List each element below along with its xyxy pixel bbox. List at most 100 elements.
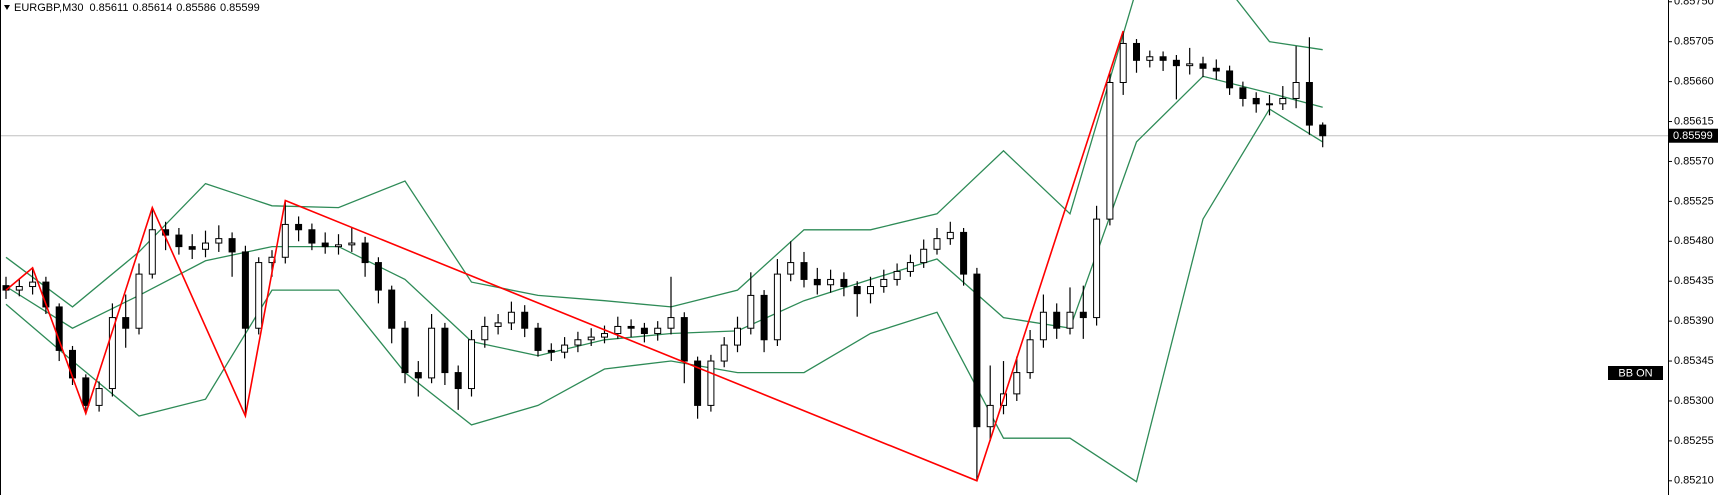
y-tick-label: 0.85705 bbox=[1674, 36, 1714, 48]
candle-body bbox=[1146, 56, 1154, 61]
candle-body bbox=[800, 262, 808, 280]
candle-body bbox=[853, 286, 861, 295]
candle-body bbox=[321, 242, 329, 248]
candle-body bbox=[15, 286, 23, 291]
candle-body bbox=[241, 251, 249, 329]
candle-body bbox=[1053, 311, 1061, 329]
candle-body bbox=[986, 404, 994, 428]
candle-body bbox=[468, 339, 475, 390]
candle-body bbox=[1119, 42, 1127, 83]
candle-body bbox=[441, 327, 449, 374]
candle-body bbox=[920, 248, 928, 264]
candle-body bbox=[547, 349, 555, 353]
candle-body bbox=[667, 317, 675, 329]
candle-body bbox=[840, 278, 848, 288]
y-tick-label: 0.85210 bbox=[1674, 475, 1714, 487]
candle-body bbox=[401, 327, 409, 374]
candle-body bbox=[1319, 124, 1327, 137]
indicator-badge bbox=[1608, 366, 1663, 380]
candle-body bbox=[1279, 97, 1287, 105]
close-value: 0.85599 bbox=[220, 2, 260, 14]
candle-body bbox=[481, 325, 489, 341]
candle-body bbox=[654, 327, 662, 335]
plot-area bbox=[0, 0, 1668, 483]
last-price-label: 0.85599 bbox=[1673, 130, 1713, 142]
candle-body bbox=[335, 244, 342, 248]
candle-body bbox=[946, 231, 954, 240]
y-tick-label: 0.85435 bbox=[1674, 275, 1714, 287]
candle-body bbox=[1066, 311, 1074, 329]
menu-triangle[interactable] bbox=[4, 5, 10, 10]
candle-body bbox=[1133, 42, 1140, 61]
candle-body bbox=[521, 311, 529, 329]
candle-body bbox=[1199, 63, 1207, 69]
candle-body bbox=[69, 349, 76, 379]
candle-body bbox=[308, 229, 316, 244]
candle-body bbox=[108, 317, 116, 390]
y-tick-label: 0.85345 bbox=[1674, 355, 1714, 367]
candle-body bbox=[614, 325, 622, 335]
candle-body bbox=[1159, 56, 1167, 61]
zigzag bbox=[5, 30, 1124, 482]
candle-body bbox=[454, 372, 462, 390]
candle-body bbox=[122, 317, 130, 329]
candle-body bbox=[973, 273, 981, 428]
candle-body bbox=[1079, 311, 1087, 319]
candle-body bbox=[188, 246, 196, 250]
candle-body bbox=[414, 372, 422, 379]
candle-body bbox=[813, 278, 821, 286]
candle-body bbox=[1252, 97, 1260, 105]
candle-body bbox=[255, 262, 263, 329]
candle-body bbox=[428, 327, 436, 379]
candle-body bbox=[295, 223, 303, 231]
y-tick-label: 0.85660 bbox=[1674, 76, 1714, 88]
candle-body bbox=[29, 281, 37, 288]
y-tick-label: 0.85750 bbox=[1674, 0, 1714, 8]
candle-body bbox=[1172, 59, 1180, 67]
candle-body bbox=[175, 234, 183, 248]
symbol: EURGBP,M30 bbox=[14, 2, 84, 14]
candle-body bbox=[148, 229, 156, 275]
candle-body bbox=[1186, 63, 1194, 67]
candle-body bbox=[507, 311, 515, 324]
candle-body bbox=[933, 238, 941, 250]
candle-body bbox=[1266, 103, 1273, 106]
candle-body bbox=[281, 223, 289, 258]
y-tick-label: 0.85255 bbox=[1674, 435, 1714, 447]
candle-body bbox=[640, 327, 648, 335]
candle-body bbox=[534, 327, 542, 351]
candle-body bbox=[787, 262, 795, 275]
candle-body bbox=[1212, 67, 1220, 72]
y-tick-label: 0.85615 bbox=[1674, 115, 1714, 127]
candle-body bbox=[827, 278, 835, 286]
candle-body bbox=[587, 336, 595, 341]
candle-body bbox=[906, 262, 914, 272]
candle-body bbox=[55, 306, 63, 351]
candle-body bbox=[1013, 372, 1021, 395]
high-value: 0.85614 bbox=[132, 2, 172, 14]
candle-body bbox=[747, 294, 755, 329]
candle-body bbox=[1039, 311, 1047, 341]
candle-body bbox=[374, 262, 382, 291]
candle-body bbox=[694, 360, 702, 406]
candle-body bbox=[361, 242, 369, 264]
candle-body bbox=[1239, 87, 1247, 99]
candle-body bbox=[601, 333, 608, 338]
bollinger-lower bbox=[5, 108, 1324, 483]
candle-body bbox=[867, 286, 874, 295]
candle-body bbox=[215, 238, 223, 244]
last-price-badge bbox=[1668, 128, 1718, 143]
candle-body bbox=[627, 325, 635, 329]
candle-body bbox=[960, 231, 968, 275]
y-tick-label: 0.85300 bbox=[1674, 395, 1714, 407]
candle-body bbox=[773, 273, 781, 341]
candle-body bbox=[561, 344, 569, 353]
candle-body bbox=[760, 294, 768, 341]
low-value: 0.85586 bbox=[176, 2, 216, 14]
candle-body bbox=[707, 360, 715, 406]
candle-body bbox=[82, 377, 90, 406]
candle-body bbox=[1305, 82, 1313, 126]
